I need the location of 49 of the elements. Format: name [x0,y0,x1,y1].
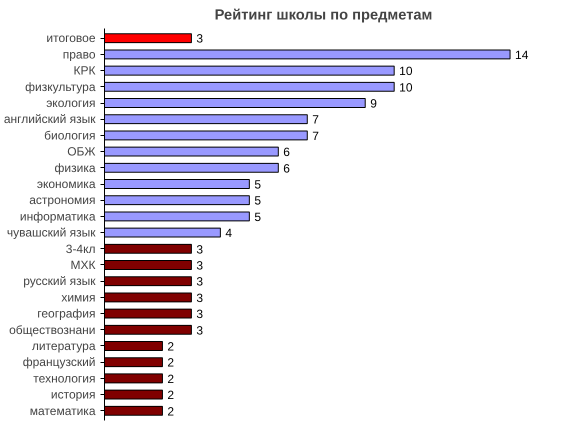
data-label: 2 [167,404,174,418]
y-tick-label: ОБЖ [67,144,96,159]
y-tick-label: чувашский язык [6,226,96,240]
y-tick-label: литература [32,338,96,353]
y-tick-label: химия [61,290,96,304]
y-tick-label: обществознани [9,322,96,337]
y-tick-label: экология [46,96,96,110]
data-label: 4 [225,226,232,240]
data-label: 3 [196,274,204,289]
data-label: 3 [196,323,204,338]
y-tick-label: технология [33,371,96,386]
data-label: 3 [196,307,204,322]
data-label: 3 [196,242,204,256]
y-tick-label: право [62,47,96,62]
y-tick-label: английский язык [4,112,96,126]
y-tick-label: экономика [36,177,96,192]
y-tick-label: итоговое [46,31,96,46]
data-label: 5 [254,210,262,224]
data-label: 3 [196,290,204,305]
data-label: 5 [254,194,262,208]
chart-title: Рейтинг школы по предметам [214,8,432,24]
y-tick-label: МХК [70,258,96,272]
y-tick-label: математика [30,404,96,418]
data-label: 10 [399,80,413,94]
y-tick-label: КРК [74,64,96,78]
data-label: 5 [254,178,262,192]
data-label: 3 [196,32,204,46]
data-label: 7 [312,128,320,143]
data-label: 9 [370,96,378,111]
data-label: 6 [283,145,290,160]
y-tick-label: география [37,306,96,321]
data-label: 3 [196,258,204,272]
y-tick-label: 3-4кл [66,242,96,256]
data-label: 2 [167,372,174,386]
data-label: 14 [515,48,529,62]
y-tick-label: французский [22,355,96,370]
y-tick-label: астрономия [29,193,96,208]
data-label: 6 [283,161,290,176]
data-label: 10 [399,64,413,78]
data-label: 2 [167,388,174,402]
y-tick-label: физика [54,160,96,175]
data-label: 2 [167,339,174,354]
y-tick-label: русский язык [23,274,96,288]
y-tick-label: информатика [20,209,96,224]
y-tick-label: физкультура [25,80,96,94]
y-tick-label: история [50,388,96,402]
y-tick-label: биология [44,128,96,142]
data-label: 7 [312,112,320,127]
data-label: 2 [167,356,174,370]
